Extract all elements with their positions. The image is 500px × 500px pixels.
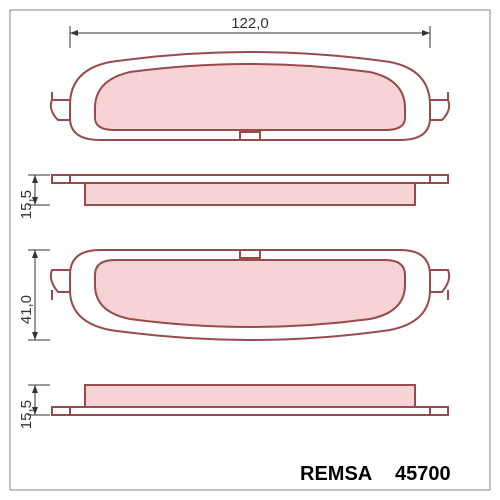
- dim-width-value: 122,0: [231, 15, 269, 32]
- pad-mid-face: [51, 250, 449, 340]
- dim-height-mid: 41,0: [18, 250, 50, 340]
- dim-width-top: 122,0: [70, 15, 430, 48]
- dim-thickness-bottom-value: 15,5: [18, 400, 35, 429]
- dim-thickness-top: 15,5: [18, 175, 50, 219]
- pad-top-face: [51, 52, 449, 140]
- brand-label: REMSA: [300, 463, 372, 485]
- dim-thickness-top-value: 15,5: [18, 190, 35, 219]
- pad-top-side: [52, 175, 448, 205]
- dim-thickness-bottom: 15,5: [18, 385, 50, 429]
- brake-pad-diagram: 122,0 15,5: [0, 0, 500, 500]
- dim-height-mid-value: 41,0: [18, 295, 35, 324]
- pad-bottom-side: [52, 385, 448, 415]
- part-number: 45700: [395, 463, 451, 485]
